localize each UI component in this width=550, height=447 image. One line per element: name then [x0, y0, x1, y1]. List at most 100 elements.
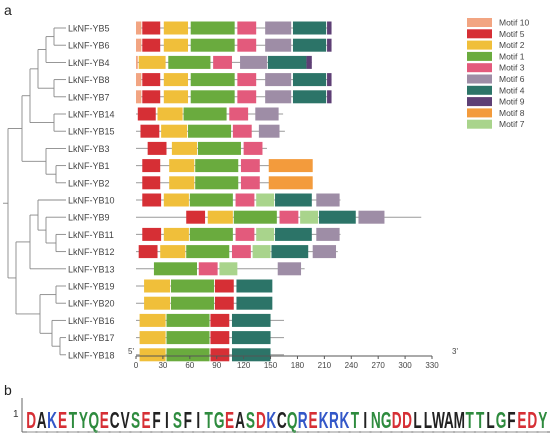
- motif-block-lknf-yb8-motif-3-4: [237, 73, 257, 87]
- motif-block-lknf-yb4-motif-2-1: [138, 55, 166, 69]
- motif-block-lknf-yb17-motif-2-0: [139, 331, 166, 345]
- motif-block-lknf-yb15-motif-3-3: [232, 124, 252, 138]
- motif-block-lknf-yb9-motif-5-0: [186, 210, 206, 224]
- motif-block-lknf-yb9-motif-7-4: [300, 210, 319, 224]
- legend-label-motif-6: Motif 6: [499, 74, 525, 84]
- motif-block-lknf-yb6-motif-1-3: [190, 38, 235, 52]
- logo-letter-17: T: [205, 409, 214, 435]
- motif-block-lknf-yb4-motif-3-3: [213, 55, 232, 69]
- motif-block-lknf-yb4-motif-4-5: [267, 55, 307, 69]
- motif-block-lknf-yb19-motif-2-0: [144, 279, 171, 293]
- legend-label-motif-7: Motif 7: [499, 119, 525, 129]
- motif-block-lknf-yb4-motif-1-2: [168, 55, 211, 69]
- logo-letter-39: W: [432, 409, 445, 435]
- logo-letter-11: E: [142, 409, 151, 435]
- motif-block-lknf-yb13-motif-1-0: [153, 262, 197, 276]
- gene-label-lknf-yb3: LkNF-YB3: [68, 144, 110, 154]
- motif-block-lknf-yb6-motif-10-0: [136, 38, 142, 52]
- motif-block-lknf-yb10-motif-7-4: [256, 193, 275, 207]
- logo-letter-23: K: [266, 409, 276, 435]
- motif-block-lknf-yb14-motif-5-0: [137, 107, 156, 121]
- legend-swatch-motif-7: [467, 119, 492, 129]
- motif-block-lknf-yb17-motif-4-3: [231, 331, 271, 345]
- logo-letter-35: D: [392, 409, 402, 435]
- legend-label-motif-8: Motif 8: [499, 108, 525, 118]
- motif-block-lknf-yb13-motif-7-2: [219, 262, 238, 276]
- motif-block-lknf-yb18-motif-1-1: [166, 348, 210, 362]
- length-axis: 0 30 60 90 120 150 180 210 240 270 300 330 5' 3': [128, 347, 458, 370]
- logo-letter-38: L: [424, 409, 432, 435]
- motif-block-lknf-yb14-motif-6-4: [255, 107, 279, 121]
- motif-block-lknf-yb8-motif-1-3: [190, 73, 235, 87]
- motif-block-lknf-yb4-motif-9-6: [306, 55, 312, 69]
- motif-block-lknf-yb2-motif-5-0: [142, 176, 161, 190]
- legend-label-motif-10: Motif 10: [499, 18, 530, 28]
- motif-block-lknf-yb11-motif-4-5: [275, 227, 312, 241]
- motif-block-lknf-yb16-motif-2-0: [139, 313, 166, 327]
- motif-block-lknf-yb9-motif-4-5: [318, 210, 356, 224]
- logo-letter-25: Q: [287, 409, 298, 435]
- motif-block-lknf-yb12-motif-3-3: [231, 245, 251, 259]
- axis-tick-label-270: 270: [372, 361, 386, 370]
- motif-block-lknf-yb11-motif-3-3: [235, 227, 255, 241]
- legend-label-motif-1: Motif 1: [499, 51, 525, 61]
- motif-block-lknf-yb9-motif-6-6: [358, 210, 385, 224]
- motif-block-lknf-yb3-motif-1-2: [197, 141, 241, 155]
- logo-ylabel: 1: [13, 409, 19, 420]
- motif-block-lknf-yb11-motif-2-1: [163, 227, 189, 241]
- gene-label-lknf-yb5: LkNF-YB5: [68, 24, 110, 34]
- motif-block-lknf-yb13-motif-6-3: [277, 262, 302, 276]
- gene-label-lknf-yb9: LkNF-YB9: [68, 213, 110, 223]
- logo-letter-8: C: [110, 409, 120, 435]
- logo-letter-46: F: [507, 409, 515, 435]
- motif-block-lknf-yb6-motif-5-1: [142, 38, 161, 52]
- motif-block-lknf-yb8-motif-6-5: [265, 73, 292, 87]
- motif-tracks: [136, 21, 422, 362]
- motif-block-lknf-yb2-motif-2-1: [169, 176, 195, 190]
- logo-letter-14: S: [173, 409, 182, 435]
- logo-letter-18: G: [214, 409, 225, 435]
- panel-label-a: a: [4, 2, 12, 18]
- motif-block-lknf-yb7-motif-5-1: [142, 90, 161, 104]
- logo-letter-13: I: [165, 409, 169, 435]
- axis-tick-label-60: 60: [185, 361, 194, 370]
- motif-block-lknf-yb5-motif-6-5: [265, 21, 292, 35]
- motif-block-lknf-yb12-motif-7-4: [252, 245, 271, 259]
- motif-block-lknf-yb1-motif-2-1: [169, 159, 195, 173]
- motif-block-lknf-yb12-motif-5-0: [138, 245, 158, 259]
- gene-label-lknf-yb14: LkNF-YB14: [68, 110, 115, 120]
- motif-block-lknf-yb11-motif-5-0: [142, 227, 162, 241]
- motif-block-lknf-yb10-motif-5-0: [142, 193, 162, 207]
- motif-block-lknf-yb1-motif-5-0: [142, 159, 161, 173]
- motif-block-lknf-yb10-motif-3-3: [235, 193, 255, 207]
- gene-label-lknf-yb4: LkNF-YB4: [68, 58, 110, 68]
- axis-tick-label-90: 90: [212, 361, 221, 370]
- logo-letter-10: S: [131, 409, 140, 435]
- logo-letter-48: D: [527, 409, 537, 435]
- legend-swatch-motif-3: [467, 63, 492, 73]
- motif-block-lknf-yb1-motif-1-2: [195, 159, 239, 173]
- motif-block-lknf-yb9-motif-2-1: [207, 210, 233, 224]
- motif-block-lknf-yb5-motif-9-7: [327, 21, 332, 35]
- motif-block-lknf-yb7-motif-10-0: [136, 90, 142, 104]
- motif-block-lknf-yb11-motif-1-2: [189, 227, 233, 241]
- motif-block-lknf-yb8-motif-10-0: [136, 73, 142, 87]
- motif-block-lknf-yb5-motif-3-4: [237, 21, 257, 35]
- motif-block-lknf-yb7-motif-2-2: [163, 90, 189, 104]
- motif-block-lknf-yb20-motif-1-1: [170, 296, 215, 310]
- gene-labels: LkNF-YB5 LkNF-YB6 LkNF-YB4 LkNF-YB8 LkNF-YB7…: [68, 24, 115, 361]
- legend-label-motif-3: Motif 3: [499, 63, 525, 73]
- logo-letter-42: T: [466, 409, 475, 435]
- motif-block-lknf-yb7-motif-9-7: [327, 90, 332, 104]
- motif-block-lknf-yb1-motif-8-4: [268, 159, 313, 173]
- motif-block-lknf-yb17-motif-1-1: [166, 331, 210, 345]
- logo-letter-12: F: [152, 409, 160, 435]
- motif-block-lknf-yb3-motif-3-3: [243, 141, 263, 155]
- motif-block-lknf-yb5-motif-1-3: [190, 21, 235, 35]
- motif-block-lknf-yb19-motif-1-1: [170, 279, 215, 293]
- motif-block-lknf-yb3-motif-5-0: [147, 141, 167, 155]
- motif-block-lknf-yb2-motif-8-4: [268, 176, 313, 190]
- gene-label-lknf-yb6: LkNF-YB6: [68, 41, 110, 51]
- logo-letter-24: C: [277, 409, 287, 435]
